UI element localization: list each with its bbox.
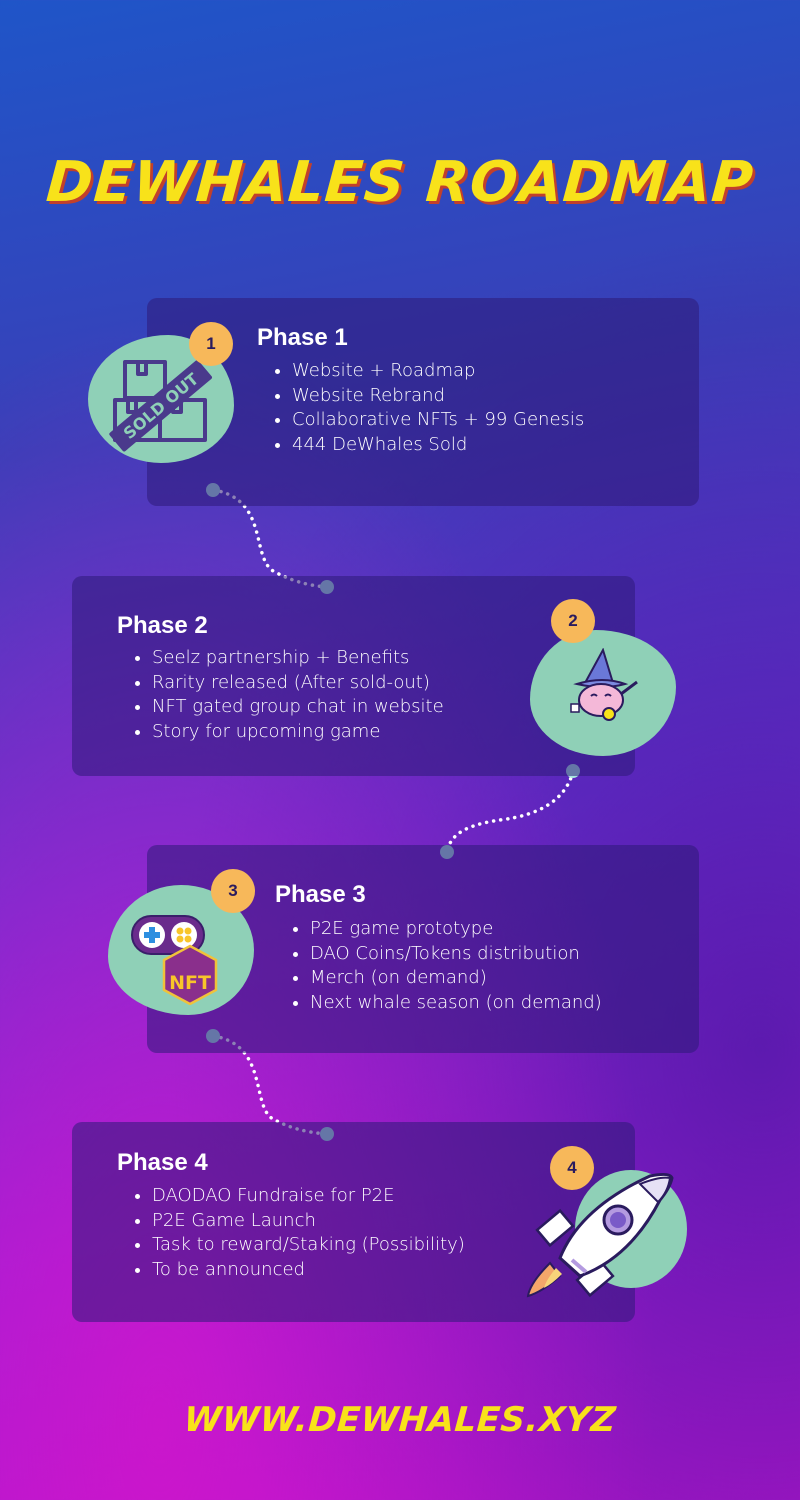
list-item: To be announced — [152, 1258, 465, 1283]
list-item: Website + Roadmap — [292, 359, 584, 384]
phase-2-list: Seelz partnership + Benefits Rarity rele… — [132, 646, 444, 744]
phase-1-title: Phase 1 — [257, 324, 348, 351]
list-item: Seelz partnership + Benefits — [152, 646, 444, 671]
phase-1-badge: 1 — [189, 322, 233, 366]
list-item: P2E Game Launch — [152, 1209, 465, 1234]
phase-1-card: Phase 1 Website + Roadmap Website Rebran… — [147, 298, 699, 506]
sold-out-boxes-icon: SOLD OUT — [109, 360, 212, 452]
list-item: Website Rebrand — [292, 384, 584, 409]
phase-3-title: Phase 3 — [275, 881, 366, 908]
list-item: 444 DeWhales Sold — [292, 433, 584, 458]
phase-3-badge: 3 — [211, 869, 255, 913]
nft-gamepad-icon: NFT — [131, 915, 218, 1005]
list-item: Merch (on demand) — [310, 966, 602, 991]
phase-2-badge: 2 — [551, 599, 595, 643]
list-item: NFT gated group chat in website — [152, 695, 444, 720]
list-item: Next whale season (on demand) — [310, 991, 602, 1016]
phase-2-title: Phase 2 — [117, 612, 208, 639]
website-link[interactable]: WWW.DEWHALES.XYZ — [182, 1400, 618, 1440]
phase-4-badge: 4 — [550, 1146, 594, 1190]
list-item: Story for upcoming game — [152, 720, 444, 745]
list-item: P2E game prototype — [310, 917, 602, 942]
wizard-seal-icon — [570, 648, 638, 721]
connector-2-3 — [445, 770, 575, 854]
phase-3-list: P2E game prototype DAO Coins/Tokens dist… — [290, 917, 602, 1015]
list-item: Rarity released (After sold-out) — [152, 671, 444, 696]
rocket-icon — [526, 1172, 674, 1298]
phase-4-list: DAODAO Fundraise for P2E P2E Game Launch… — [132, 1184, 465, 1282]
list-item: Task to reward/Staking (Possibility) — [152, 1233, 465, 1258]
phase-4-title: Phase 4 — [117, 1149, 208, 1176]
connector-1-2 — [212, 488, 328, 589]
list-item: Collaborative NFTs + 99 Genesis — [292, 408, 584, 433]
list-item: DAODAO Fundraise for P2E — [152, 1184, 465, 1209]
phase-1-list: Website + Roadmap Website Rebrand Collab… — [272, 359, 584, 457]
list-item: DAO Coins/Tokens distribution — [310, 942, 602, 967]
nft-text: NFT — [169, 972, 211, 994]
